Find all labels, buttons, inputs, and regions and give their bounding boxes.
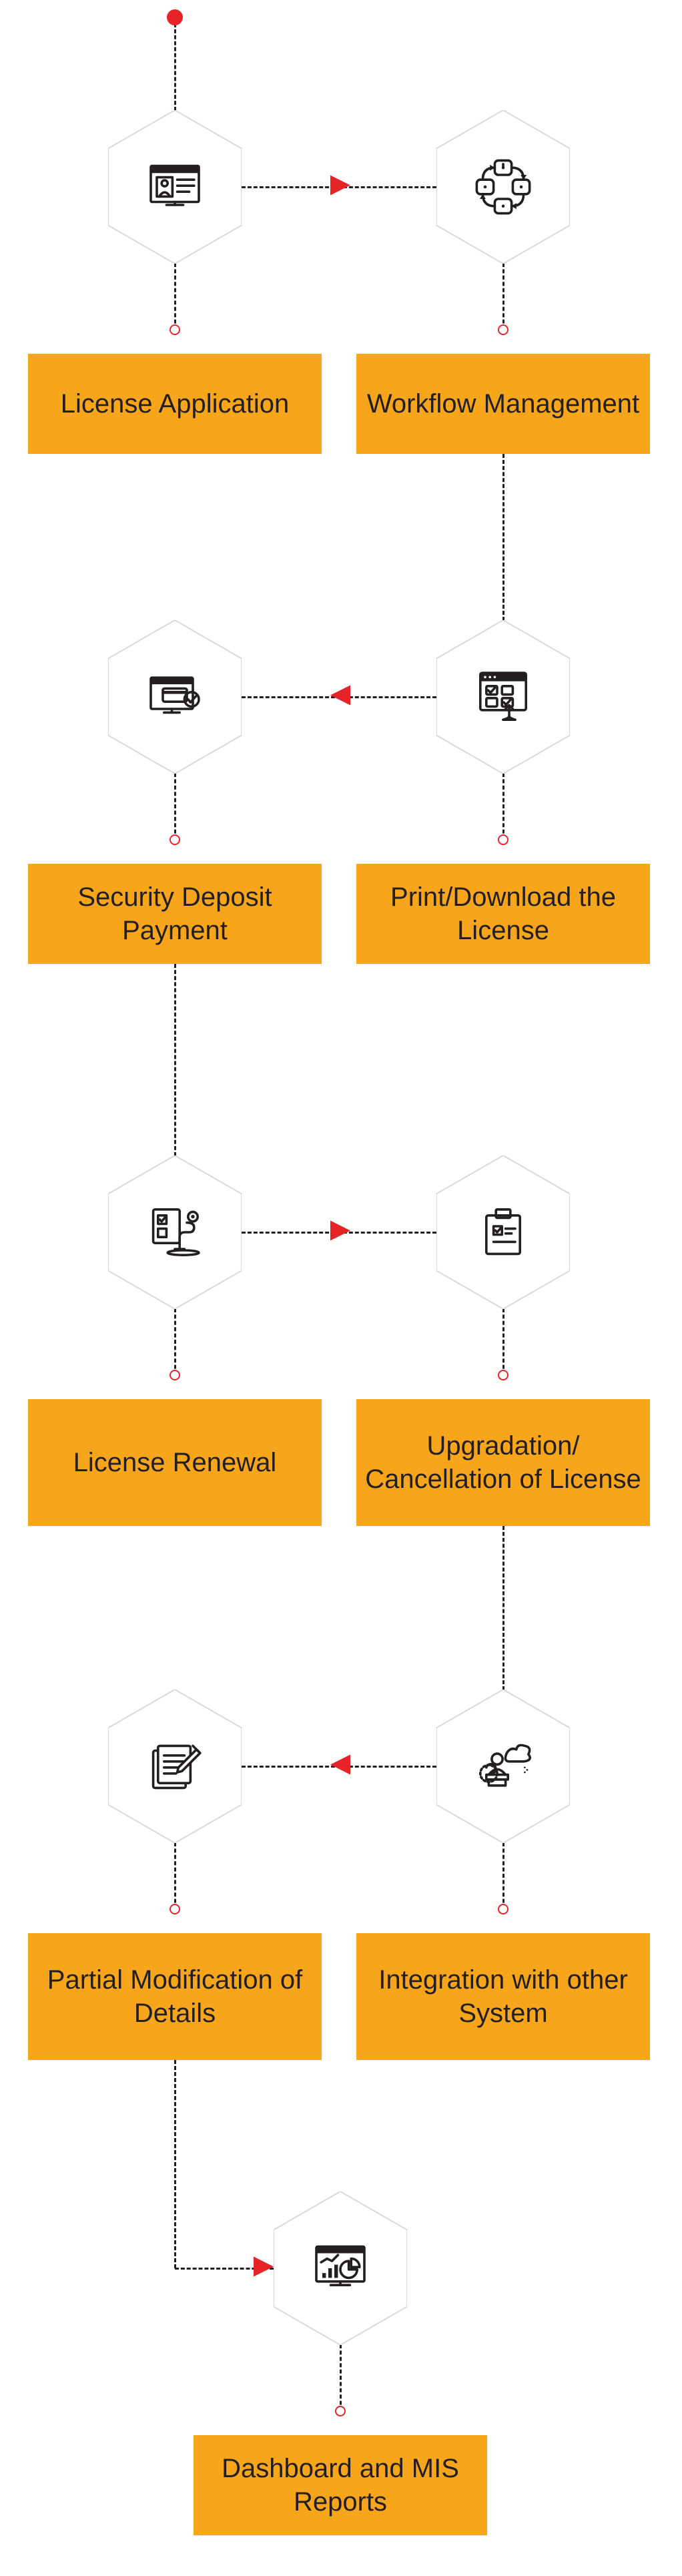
- label-n2: Workflow Management: [356, 354, 650, 454]
- payment-icon: [145, 667, 205, 727]
- workflow-icon: [473, 157, 533, 217]
- print-icon: [473, 667, 533, 727]
- arrow-a43: [330, 686, 350, 709]
- connector-e_d3: [174, 773, 176, 840]
- connector-v35: [174, 964, 176, 1156]
- label-n5: License Renewal: [28, 1399, 322, 1526]
- label-n1: License Application: [28, 354, 322, 454]
- hex-n8: [436, 1690, 570, 1843]
- dot-d5: [169, 1370, 180, 1380]
- connector-v68: [502, 1526, 504, 1690]
- connector-e_d2: [502, 263, 504, 330]
- integration-icon: [473, 1736, 533, 1796]
- hex-n5: [108, 1155, 242, 1309]
- arrow-a12: [330, 176, 350, 199]
- license-app-icon: [145, 157, 205, 217]
- connector-e_d7: [174, 1842, 176, 1909]
- label-n6: Upgradation/ Cancellation of License: [356, 1399, 650, 1526]
- arrow-a79: [254, 2257, 274, 2280]
- upgrade-icon: [473, 1202, 533, 1262]
- connector-e_d8: [502, 1842, 504, 1909]
- arrow-a87: [330, 1755, 350, 1778]
- label-n9: Dashboard and MIS Reports: [194, 2435, 487, 2535]
- dot-d9: [335, 2406, 346, 2416]
- dot-d8: [498, 1904, 508, 1914]
- label-n7: Partial Modification of Details: [28, 1933, 322, 2060]
- connector-e_d6: [502, 1308, 504, 1375]
- dot-d1: [169, 324, 180, 335]
- hex-n7: [108, 1690, 242, 1843]
- dot-d6: [498, 1370, 508, 1380]
- dot-d4: [498, 834, 508, 845]
- dot-start: [167, 9, 183, 25]
- flowchart-canvas: License Application Workflow Management Se…: [0, 0, 682, 2576]
- dot-d2: [498, 324, 508, 335]
- connector-e_start: [174, 17, 176, 111]
- hex-n4: [436, 620, 570, 774]
- connector-v24: [502, 454, 504, 621]
- hex-n6: [436, 1155, 570, 1309]
- modify-icon: [145, 1736, 205, 1796]
- hex-n2: [436, 110, 570, 264]
- connector-e_d1: [174, 263, 176, 330]
- connector-e_d9: [340, 2344, 342, 2411]
- label-n3: Security Deposit Payment: [28, 864, 322, 964]
- hex-n1: [108, 110, 242, 264]
- hex-n3: [108, 620, 242, 774]
- renewal-icon: [145, 1202, 205, 1262]
- dot-d7: [169, 1904, 180, 1914]
- connector-e_d5: [174, 1308, 176, 1375]
- label-n4: Print/Download the License: [356, 864, 650, 964]
- dashboard-icon: [310, 2238, 370, 2298]
- connector-e_d4: [502, 773, 504, 840]
- dot-d3: [169, 834, 180, 845]
- label-n8: Integration with other System: [356, 1933, 650, 2060]
- arrow-a56: [330, 1221, 350, 1244]
- hex-n9: [274, 2192, 407, 2345]
- connector-v79v: [174, 2060, 176, 2268]
